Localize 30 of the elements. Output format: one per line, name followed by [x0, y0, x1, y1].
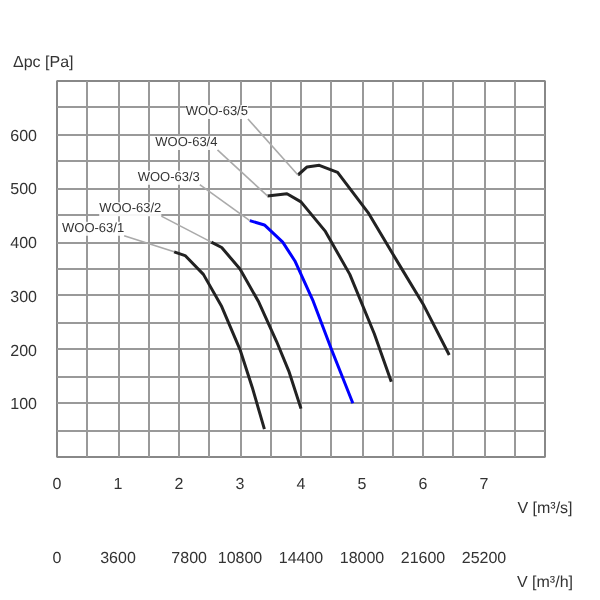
x-tick-label: 6 [418, 475, 429, 493]
line-series [296, 163, 451, 357]
x-tick-label: 5 [357, 475, 368, 493]
x2-tick-label: 3600 [100, 549, 137, 567]
y-tick-label: 500 [10, 180, 39, 199]
line-series [248, 219, 355, 405]
x2-axis-title: V [m³/h] [517, 573, 574, 591]
line-series [265, 192, 393, 384]
x2-tick-label: 25200 [461, 549, 508, 567]
line-series [209, 240, 303, 411]
x2-tick-label: 14400 [278, 549, 325, 567]
x2-tick-label: 10800 [217, 549, 264, 567]
x2-tick-label: 18000 [339, 549, 386, 567]
x2-tick-label: 21600 [400, 549, 447, 567]
y-axis-title: Δpc [Pa] [13, 53, 74, 71]
y-tick-label: 400 [10, 234, 39, 253]
x-tick-label: 3 [235, 475, 246, 493]
y-tick-label: 200 [10, 341, 39, 360]
y-tick-label: 300 [10, 287, 39, 306]
x-axis-title: V [m³/s] [517, 499, 573, 517]
x-tick-label: 7 [479, 475, 490, 493]
line-series [172, 250, 266, 431]
y-tick-label: 600 [10, 126, 39, 145]
y-tick-label: 100 [10, 395, 39, 414]
x2-tick-label: 0 [52, 549, 63, 567]
x-tick-label: 4 [296, 475, 307, 493]
x-tick-label: 0 [52, 475, 63, 493]
x-tick-label: 1 [113, 475, 124, 493]
x-tick-label: 2 [174, 475, 185, 493]
x2-tick-label: 7800 [171, 549, 209, 567]
